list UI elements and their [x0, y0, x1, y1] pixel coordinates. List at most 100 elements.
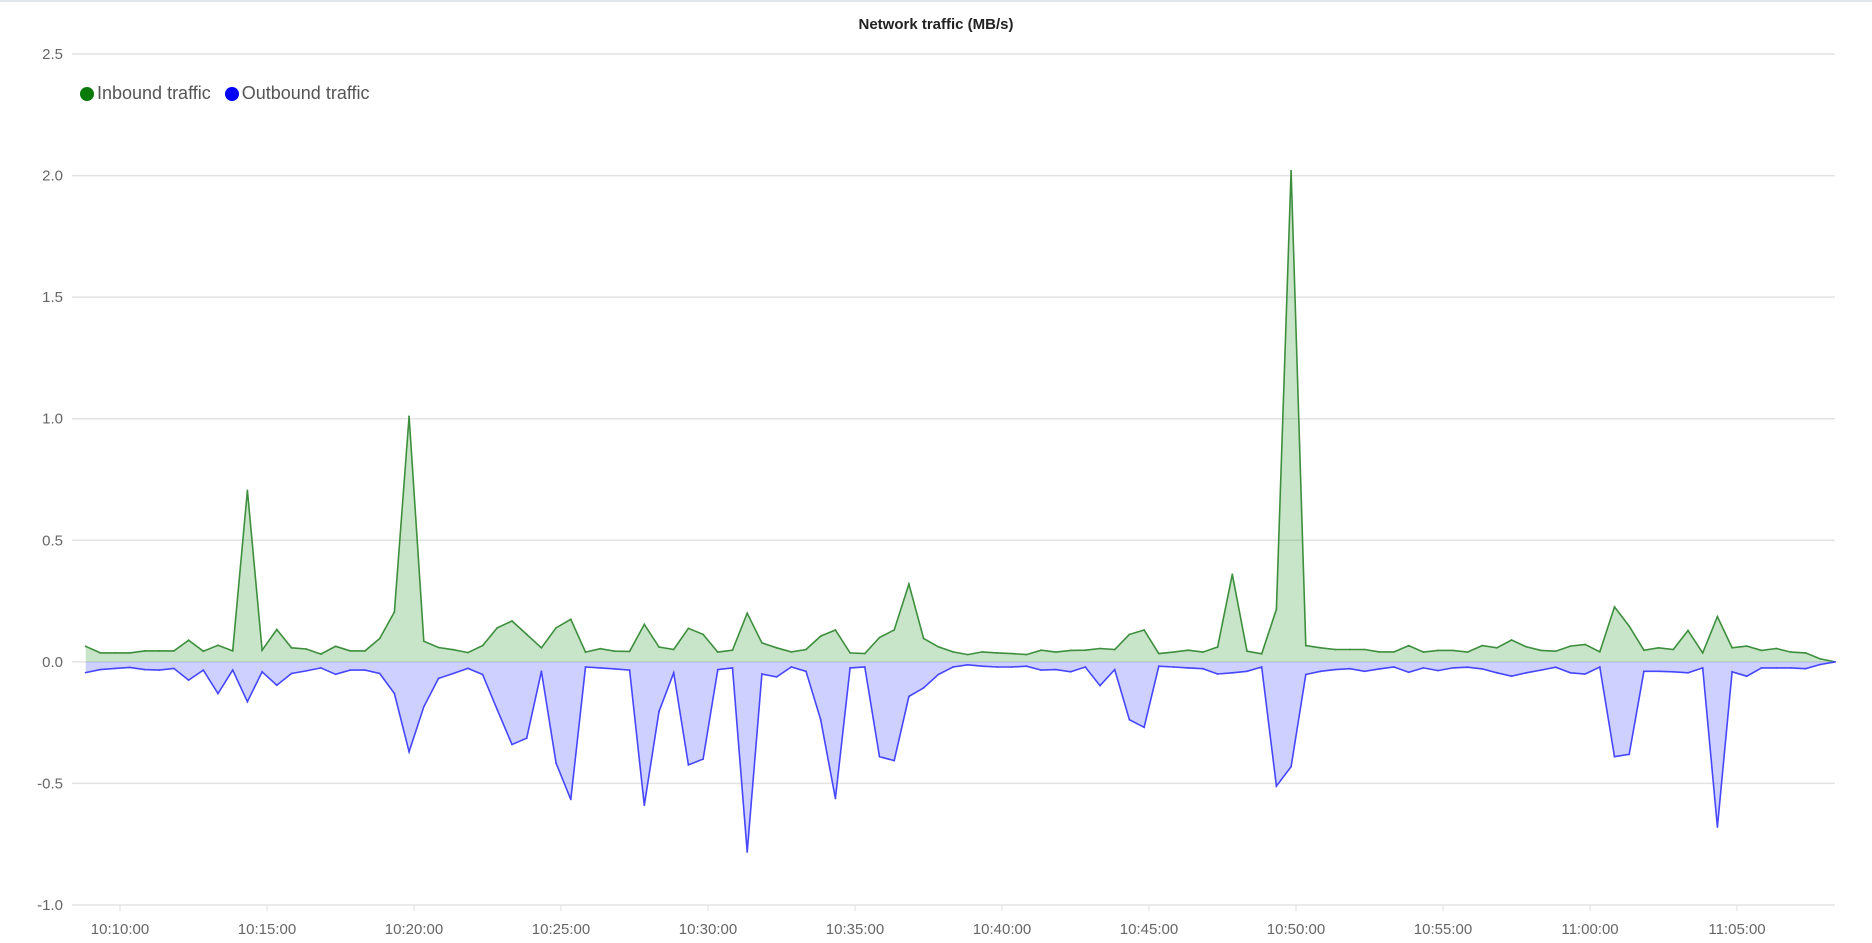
data-point[interactable]: [261, 670, 263, 673]
data-point[interactable]: [275, 628, 278, 631]
data-point[interactable]: [1363, 670, 1366, 673]
data-point[interactable]: [540, 670, 543, 673]
data-point[interactable]: [1349, 648, 1351, 651]
data-point[interactable]: [614, 668, 616, 670]
data-point[interactable]: [599, 667, 602, 669]
data-point[interactable]: [569, 618, 572, 621]
data-point[interactable]: [511, 743, 513, 746]
data-point[interactable]: [1540, 669, 1542, 671]
data-point[interactable]: [217, 692, 219, 695]
data-point[interactable]: [452, 648, 455, 651]
data-point[interactable]: [1099, 684, 1101, 687]
data-point[interactable]: [805, 670, 807, 673]
data-point[interactable]: [290, 646, 293, 649]
data-point[interactable]: [1804, 652, 1807, 654]
data-point[interactable]: [1481, 668, 1484, 670]
data-point[interactable]: [1393, 651, 1395, 653]
data-point[interactable]: [1760, 667, 1763, 669]
data-point[interactable]: [99, 668, 102, 671]
data-point[interactable]: [408, 750, 410, 753]
data-point[interactable]: [1246, 650, 1248, 653]
data-point[interactable]: [1525, 645, 1528, 648]
data-point[interactable]: [1716, 615, 1719, 618]
data-point[interactable]: [555, 762, 557, 765]
data-point[interactable]: [1378, 651, 1381, 653]
data-point[interactable]: [908, 583, 910, 585]
data-point[interactable]: [1157, 652, 1160, 655]
data-point[interactable]: [834, 629, 837, 631]
data-point[interactable]: [761, 673, 763, 675]
data-point[interactable]: [819, 635, 822, 637]
data-point[interactable]: [952, 666, 954, 668]
data-point[interactable]: [1216, 673, 1219, 675]
data-point[interactable]: [1304, 644, 1307, 647]
data-point[interactable]: [878, 755, 881, 758]
data-point[interactable]: [1128, 633, 1131, 636]
data-point[interactable]: [658, 646, 660, 648]
data-point[interactable]: [702, 758, 704, 760]
data-point[interactable]: [922, 637, 925, 640]
data-point[interactable]: [1510, 639, 1513, 641]
data-point[interactable]: [672, 671, 675, 674]
data-point[interactable]: [908, 695, 910, 698]
data-point[interactable]: [1466, 666, 1469, 669]
data-point[interactable]: [1657, 646, 1660, 649]
data-point[interactable]: [981, 665, 984, 668]
data-point[interactable]: [525, 737, 528, 740]
data-point[interactable]: [1716, 826, 1719, 828]
data-point[interactable]: [996, 666, 998, 668]
data-point[interactable]: [702, 633, 704, 636]
data-point[interactable]: [1422, 651, 1425, 653]
data-point[interactable]: [643, 623, 646, 626]
data-point[interactable]: [187, 679, 190, 681]
data-point[interactable]: [378, 672, 381, 675]
data-point[interactable]: [1554, 666, 1557, 669]
data-point[interactable]: [1775, 667, 1778, 669]
data-point[interactable]: [1157, 665, 1160, 668]
data-point[interactable]: [128, 666, 131, 669]
data-point[interactable]: [1260, 652, 1263, 655]
data-point[interactable]: [1202, 651, 1204, 653]
data-point[interactable]: [1496, 671, 1498, 674]
data-point[interactable]: [555, 626, 557, 629]
data-point[interactable]: [672, 648, 675, 651]
data-point[interactable]: [84, 645, 87, 648]
data-point[interactable]: [1260, 666, 1263, 668]
data-point[interactable]: [173, 667, 175, 670]
data-point[interactable]: [1554, 650, 1557, 653]
data-point[interactable]: [305, 648, 308, 650]
data-point[interactable]: [1290, 169, 1292, 172]
data-point[interactable]: [1628, 625, 1631, 627]
data-point[interactable]: [1613, 755, 1616, 758]
data-point[interactable]: [746, 851, 749, 853]
data-point[interactable]: [231, 669, 234, 671]
data-point[interactable]: [1804, 667, 1807, 670]
data-point[interactable]: [1172, 651, 1175, 653]
data-point[interactable]: [1569, 645, 1572, 647]
data-point[interactable]: [1584, 673, 1586, 675]
data-point[interactable]: [99, 652, 102, 654]
data-point[interactable]: [467, 651, 469, 654]
data-point[interactable]: [643, 804, 646, 807]
data-point[interactable]: [1422, 667, 1425, 669]
data-point[interactable]: [1657, 670, 1660, 673]
data-point[interactable]: [1055, 668, 1057, 671]
data-point[interactable]: [496, 708, 499, 711]
data-point[interactable]: [687, 764, 690, 766]
data-point[interactable]: [687, 627, 690, 630]
data-point[interactable]: [173, 650, 175, 652]
data-point[interactable]: [1113, 648, 1116, 651]
data-point[interactable]: [863, 666, 866, 668]
data-point[interactable]: [114, 667, 116, 670]
data-point[interactable]: [996, 652, 998, 654]
data-point[interactable]: [1334, 668, 1337, 671]
data-point[interactable]: [334, 645, 337, 648]
data-point[interactable]: [1349, 667, 1351, 670]
data-point[interactable]: [364, 650, 366, 652]
data-point[interactable]: [1407, 644, 1410, 647]
data-point[interactable]: [922, 687, 925, 689]
data-point[interactable]: [1584, 643, 1586, 646]
data-point[interactable]: [1319, 670, 1322, 673]
data-point[interactable]: [1775, 647, 1778, 650]
data-point[interactable]: [1069, 649, 1072, 652]
